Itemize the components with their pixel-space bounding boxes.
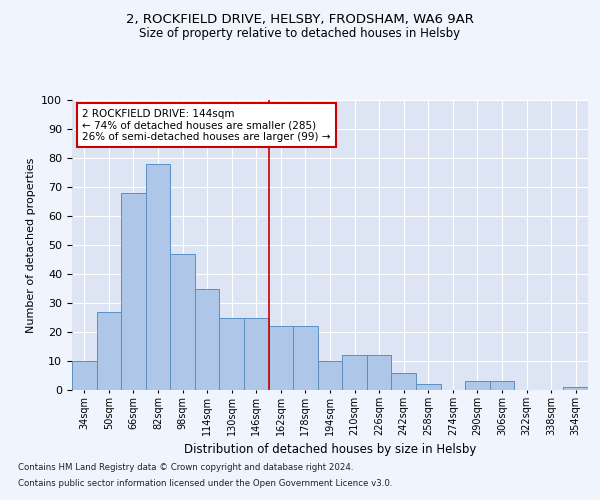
Bar	[342, 355, 367, 390]
Bar	[97, 312, 121, 390]
Bar	[220, 318, 244, 390]
Bar	[72, 361, 97, 390]
Bar	[391, 372, 416, 390]
Bar	[195, 288, 220, 390]
Bar	[269, 326, 293, 390]
Bar	[465, 382, 490, 390]
Bar	[170, 254, 195, 390]
Bar	[244, 318, 269, 390]
Bar	[367, 355, 391, 390]
Bar	[490, 382, 514, 390]
Bar	[293, 326, 318, 390]
Text: Size of property relative to detached houses in Helsby: Size of property relative to detached ho…	[139, 28, 461, 40]
Text: Contains HM Land Registry data © Crown copyright and database right 2024.: Contains HM Land Registry data © Crown c…	[18, 464, 353, 472]
Bar	[121, 193, 146, 390]
Bar	[146, 164, 170, 390]
Text: Contains public sector information licensed under the Open Government Licence v3: Contains public sector information licen…	[18, 478, 392, 488]
Bar	[563, 387, 588, 390]
Bar	[318, 361, 342, 390]
Y-axis label: Number of detached properties: Number of detached properties	[26, 158, 36, 332]
Text: 2 ROCKFIELD DRIVE: 144sqm
← 74% of detached houses are smaller (285)
26% of semi: 2 ROCKFIELD DRIVE: 144sqm ← 74% of detac…	[82, 108, 331, 142]
X-axis label: Distribution of detached houses by size in Helsby: Distribution of detached houses by size …	[184, 444, 476, 456]
Text: 2, ROCKFIELD DRIVE, HELSBY, FRODSHAM, WA6 9AR: 2, ROCKFIELD DRIVE, HELSBY, FRODSHAM, WA…	[126, 12, 474, 26]
Bar	[416, 384, 440, 390]
